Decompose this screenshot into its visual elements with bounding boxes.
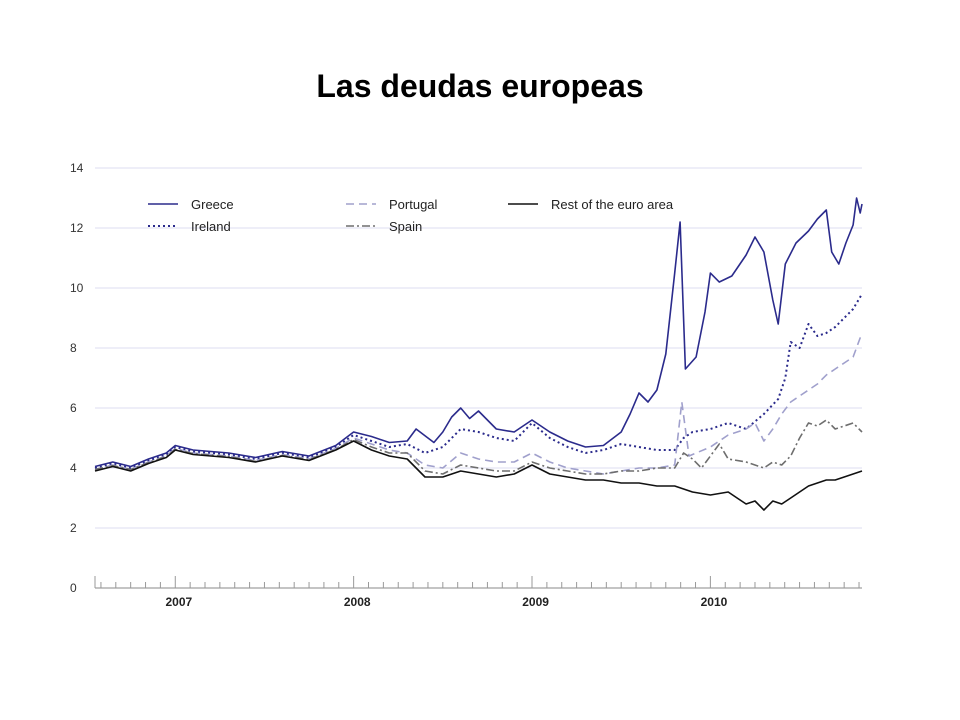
x-tick-label-2009: 2009 [522, 595, 549, 609]
x-tick-label-2008: 2008 [344, 595, 371, 609]
y-tick-label-12: 12 [70, 221, 84, 235]
y-tick-label-14: 14 [70, 161, 84, 175]
slide-title: Las deudas europeas [316, 68, 644, 104]
legend-label-portugal: Portugal [389, 197, 438, 212]
y-tick-label-0: 0 [70, 581, 77, 595]
series-line-greece [94, 197, 863, 468]
y-tick-label-4: 4 [70, 461, 77, 475]
series-line-rest-of-the-euro-area [94, 440, 863, 511]
y-tick-label-8: 8 [70, 341, 77, 355]
legend-label-spain: Spain [389, 219, 422, 234]
y-tick-label-2: 2 [70, 521, 77, 535]
series-line-portugal [94, 332, 863, 475]
x-tick-label-2007: 2007 [165, 595, 192, 609]
x-axis: 2007 2008 2009 2010 [94, 576, 862, 609]
y-tick-label-6: 6 [70, 401, 77, 415]
gridlines [95, 167, 862, 529]
x-tick-label-2010: 2010 [701, 595, 728, 609]
legend-label-ireland: Ireland [191, 219, 231, 234]
y-tick-label-10: 10 [70, 281, 84, 295]
legend-label-greece: Greece [191, 197, 234, 212]
legend: Greece Ireland Portugal Spain Rest of the eu… [148, 197, 674, 234]
y-axis: 0 2 4 6 8 10 12 14 [70, 161, 84, 595]
legend-label-rest-of-the-euro-area: Rest of the euro area [551, 197, 674, 212]
plot-area [94, 197, 863, 511]
series-line-ireland [94, 293, 863, 469]
